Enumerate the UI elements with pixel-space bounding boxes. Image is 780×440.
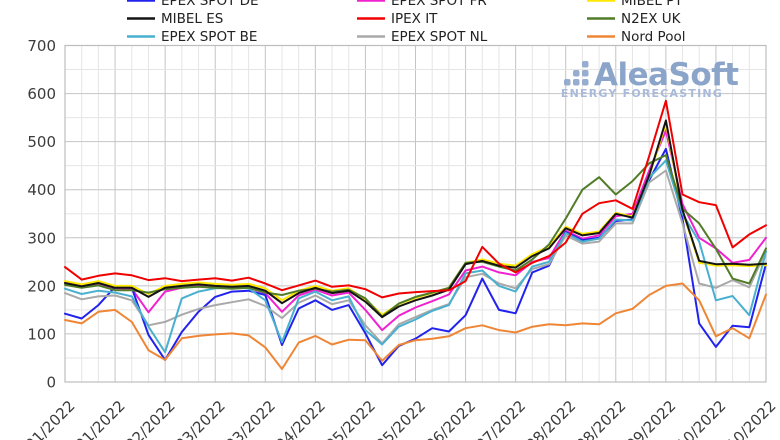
legend-label: EPEX SPOT BE bbox=[161, 29, 257, 45]
series-line-n2ex-uk bbox=[64, 154, 767, 318]
series-lines bbox=[64, 99, 767, 370]
y-tick-label: 0 bbox=[46, 374, 56, 392]
series-line-epex-spot-nl bbox=[64, 169, 767, 345]
y-tick-label: 600 bbox=[27, 85, 56, 103]
legend-label: MIBEL PT bbox=[621, 0, 683, 9]
y-tick-label: 100 bbox=[27, 325, 56, 343]
y-tick-label: 200 bbox=[27, 277, 56, 295]
logo-dot bbox=[573, 79, 580, 86]
legend-item-mibel-es: MIBEL ES bbox=[127, 11, 223, 27]
grid bbox=[64, 45, 767, 382]
legend-item-nord-pool: Nord Pool bbox=[587, 29, 685, 45]
logo-dot bbox=[582, 70, 589, 77]
legend-label: IPEX IT bbox=[391, 11, 438, 27]
y-tick-label: 300 bbox=[27, 229, 56, 247]
y-tick-label: 700 bbox=[27, 37, 56, 55]
legend-item-ipex-it: IPEX IT bbox=[357, 11, 438, 27]
legend-label: MIBEL ES bbox=[161, 11, 223, 27]
legend-label: Nord Pool bbox=[621, 29, 685, 45]
legend-item-epex-spot-fr: EPEX SPOT FR bbox=[357, 0, 487, 9]
plot-border bbox=[64, 44, 767, 383]
logo-dot bbox=[582, 79, 589, 86]
logo-tagline-text: ENERGY FORECASTING bbox=[561, 87, 723, 100]
legend-item-epex-spot-de: EPEX SPOT DE bbox=[127, 0, 259, 9]
y-tick-label: 400 bbox=[27, 181, 56, 199]
series-line-ipex-it bbox=[64, 99, 767, 299]
logo-dot bbox=[564, 79, 571, 86]
legend-item-epex-spot-nl: EPEX SPOT NL bbox=[357, 29, 488, 45]
legend-item-mibel-pt: MIBEL PT bbox=[587, 0, 683, 9]
logo-dot bbox=[573, 70, 580, 77]
logo-brand-text: AleaSoft bbox=[594, 57, 739, 93]
legend-item-epex-spot-be: EPEX SPOT BE bbox=[127, 29, 257, 45]
y-axis-tick-labels: 0 100 200 300 400 500 600 700 bbox=[27, 37, 56, 392]
series-line-mibel-es bbox=[64, 119, 767, 319]
legend-item-n2ex-uk: N2EX UK bbox=[587, 11, 682, 27]
legend: EPEX SPOT DE EPEX SPOT FR MIBEL PT MIBEL ES… bbox=[127, 0, 685, 45]
series-line-nord-pool bbox=[64, 282, 767, 370]
y-tick-label: 500 bbox=[27, 133, 56, 151]
legend-label: N2EX UK bbox=[621, 11, 682, 27]
legend-label: EPEX SPOT DE bbox=[161, 0, 259, 9]
legend-label: EPEX SPOT FR bbox=[391, 0, 487, 9]
legend-label: EPEX SPOT NL bbox=[391, 29, 488, 45]
logo-dot bbox=[582, 61, 589, 68]
